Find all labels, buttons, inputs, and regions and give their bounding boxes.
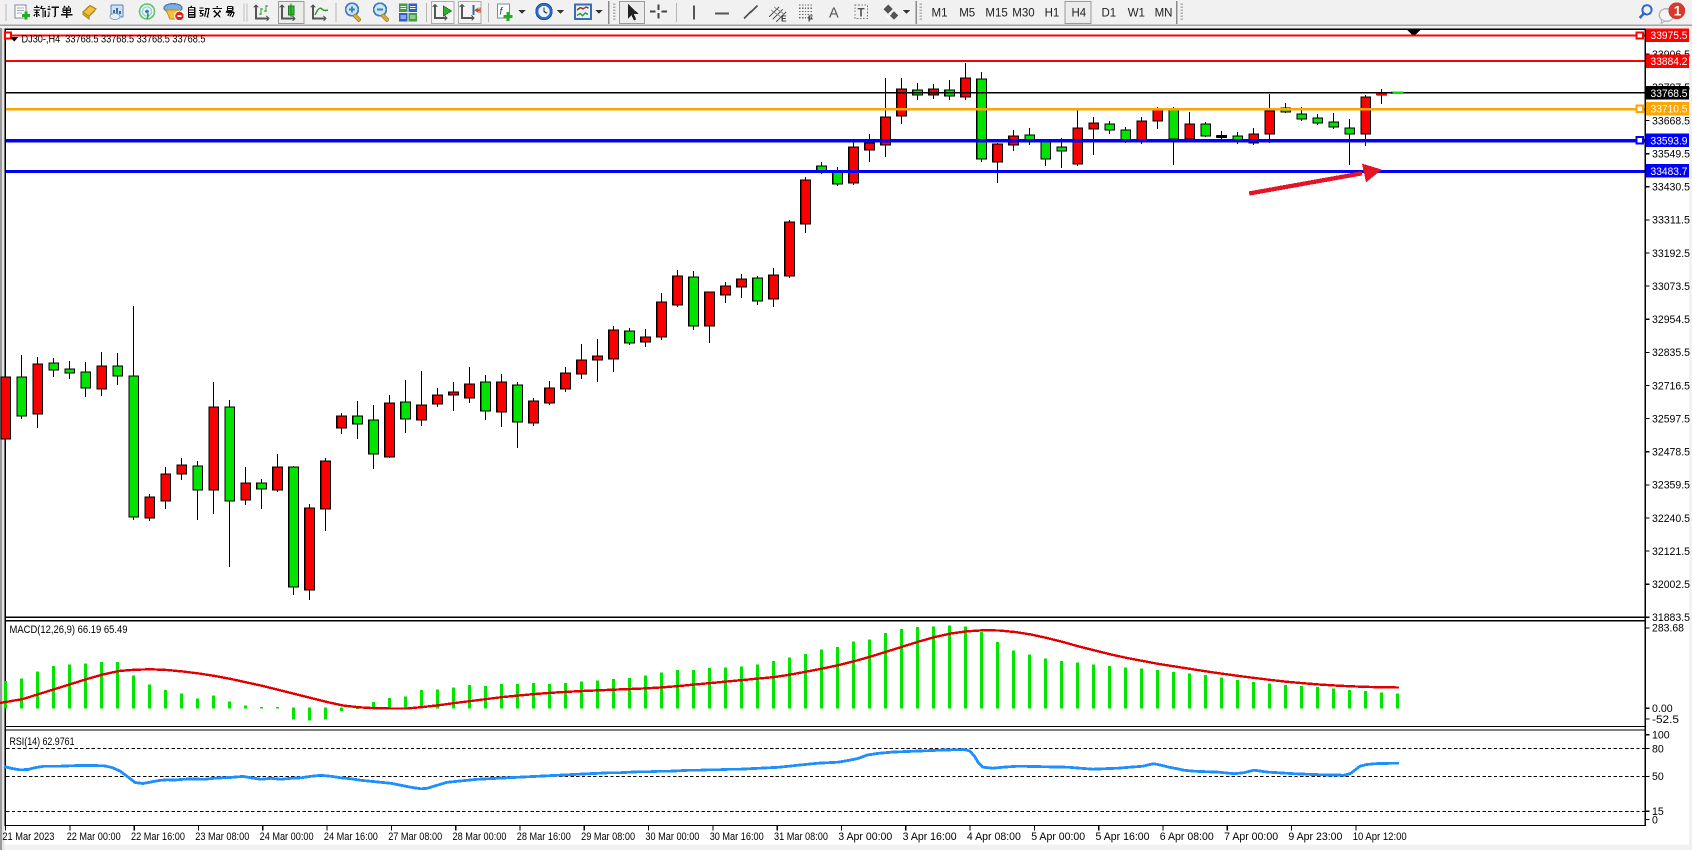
- svg-text:32002.5: 32002.5: [1652, 579, 1690, 591]
- svg-text:29 Mar 08:00: 29 Mar 08:00: [581, 831, 635, 843]
- svg-text:283.68: 283.68: [1652, 623, 1684, 635]
- svg-text:0.00: 0.00: [1652, 703, 1673, 715]
- svg-text:32835.5: 32835.5: [1652, 347, 1690, 359]
- svg-text:33593.9: 33593.9: [1651, 135, 1688, 147]
- svg-text:0: 0: [1652, 814, 1658, 826]
- svg-text:22 Mar 16:00: 22 Mar 16:00: [131, 831, 185, 843]
- svg-text:D1: D1: [1102, 8, 1117, 20]
- svg-text:33311.5: 33311.5: [1652, 215, 1690, 227]
- svg-text:32240.5: 32240.5: [1652, 513, 1690, 525]
- svg-text:33549.5: 33549.5: [1652, 149, 1690, 161]
- svg-text:32716.5: 32716.5: [1652, 380, 1690, 392]
- svg-text:MACD(12,26,9) 66.19 65.49: MACD(12,26,9) 66.19 65.49: [10, 624, 128, 636]
- svg-text:32597.5: 32597.5: [1652, 413, 1690, 425]
- svg-text:21 Mar 2023: 21 Mar 2023: [2, 831, 54, 843]
- svg-text:33710.5: 33710.5: [1651, 104, 1688, 116]
- svg-text:80: 80: [1652, 743, 1664, 755]
- svg-text:5 Apr 00:00: 5 Apr 00:00: [1031, 831, 1085, 843]
- svg-text:W1: W1: [1128, 8, 1145, 20]
- svg-text:28 Mar 00:00: 28 Mar 00:00: [453, 831, 507, 843]
- svg-text:32121.5: 32121.5: [1652, 546, 1690, 558]
- svg-text:100: 100: [1652, 730, 1670, 742]
- svg-text:33668.5: 33668.5: [1652, 115, 1690, 127]
- svg-text:15: 15: [1652, 806, 1664, 818]
- svg-text:f: f: [500, 7, 504, 18]
- svg-text:M30: M30: [1012, 8, 1034, 20]
- svg-text:31883.5: 31883.5: [1652, 612, 1690, 624]
- svg-text:28 Mar 16:00: 28 Mar 16:00: [517, 831, 571, 843]
- svg-text:50: 50: [1652, 771, 1664, 783]
- svg-text:7 Apr 00:00: 7 Apr 00:00: [1224, 831, 1278, 843]
- svg-text:27 Mar 08:00: 27 Mar 08:00: [388, 831, 442, 843]
- svg-text:33975.5: 33975.5: [1651, 30, 1688, 42]
- svg-text:H1: H1: [1045, 8, 1060, 20]
- svg-text:DJ30-,H4 33768.5 33768.5 3376: DJ30-,H4 33768.5 33768.5 33768.5 33768.5: [22, 34, 206, 46]
- svg-text:30 Mar 16:00: 30 Mar 16:00: [710, 831, 764, 843]
- svg-text:M15: M15: [985, 8, 1007, 20]
- svg-text:3 Apr 16:00: 3 Apr 16:00: [903, 831, 957, 843]
- svg-text:33192.5: 33192.5: [1652, 248, 1690, 260]
- svg-text:33768.5: 33768.5: [1651, 88, 1688, 100]
- svg-text:10 Apr 12:00: 10 Apr 12:00: [1353, 831, 1407, 843]
- svg-text:33884.2: 33884.2: [1651, 56, 1688, 68]
- svg-text:RSI(14) 62.9761: RSI(14) 62.9761: [10, 736, 75, 748]
- svg-text:33430.5: 33430.5: [1652, 182, 1690, 194]
- svg-text:6 Apr 08:00: 6 Apr 08:00: [1160, 831, 1214, 843]
- svg-text:4 Apr 08:00: 4 Apr 08:00: [967, 831, 1021, 843]
- svg-text:T: T: [858, 8, 865, 20]
- svg-text:32954.5: 32954.5: [1652, 314, 1690, 326]
- svg-text:9 Apr 23:00: 9 Apr 23:00: [1288, 831, 1342, 843]
- svg-text:31 Mar 08:00: 31 Mar 08:00: [774, 831, 828, 843]
- svg-text:5 Apr 16:00: 5 Apr 16:00: [1096, 831, 1150, 843]
- svg-text:22 Mar 00:00: 22 Mar 00:00: [67, 831, 121, 843]
- svg-text:H4: H4: [1072, 8, 1087, 20]
- svg-text:30 Mar 00:00: 30 Mar 00:00: [645, 831, 699, 843]
- svg-text:3 Apr 00:00: 3 Apr 00:00: [838, 831, 892, 843]
- svg-text:33073.5: 33073.5: [1652, 281, 1690, 293]
- svg-text:A: A: [829, 6, 839, 22]
- svg-text:E: E: [781, 14, 787, 24]
- svg-text:M5: M5: [959, 8, 975, 20]
- svg-text:1: 1: [1674, 3, 1682, 18]
- svg-text:32359.5: 32359.5: [1652, 480, 1690, 492]
- svg-text:23 Mar 08:00: 23 Mar 08:00: [195, 831, 249, 843]
- svg-text:32478.5: 32478.5: [1652, 447, 1690, 459]
- svg-text:M1: M1: [932, 8, 948, 20]
- svg-text:24 Mar 00:00: 24 Mar 00:00: [260, 831, 314, 843]
- svg-text:24 Mar 16:00: 24 Mar 16:00: [324, 831, 378, 843]
- svg-text:F: F: [808, 14, 813, 24]
- svg-text:MN: MN: [1155, 8, 1173, 20]
- svg-text:33483.7: 33483.7: [1651, 166, 1688, 178]
- svg-text:-52.5: -52.5: [1652, 714, 1679, 726]
